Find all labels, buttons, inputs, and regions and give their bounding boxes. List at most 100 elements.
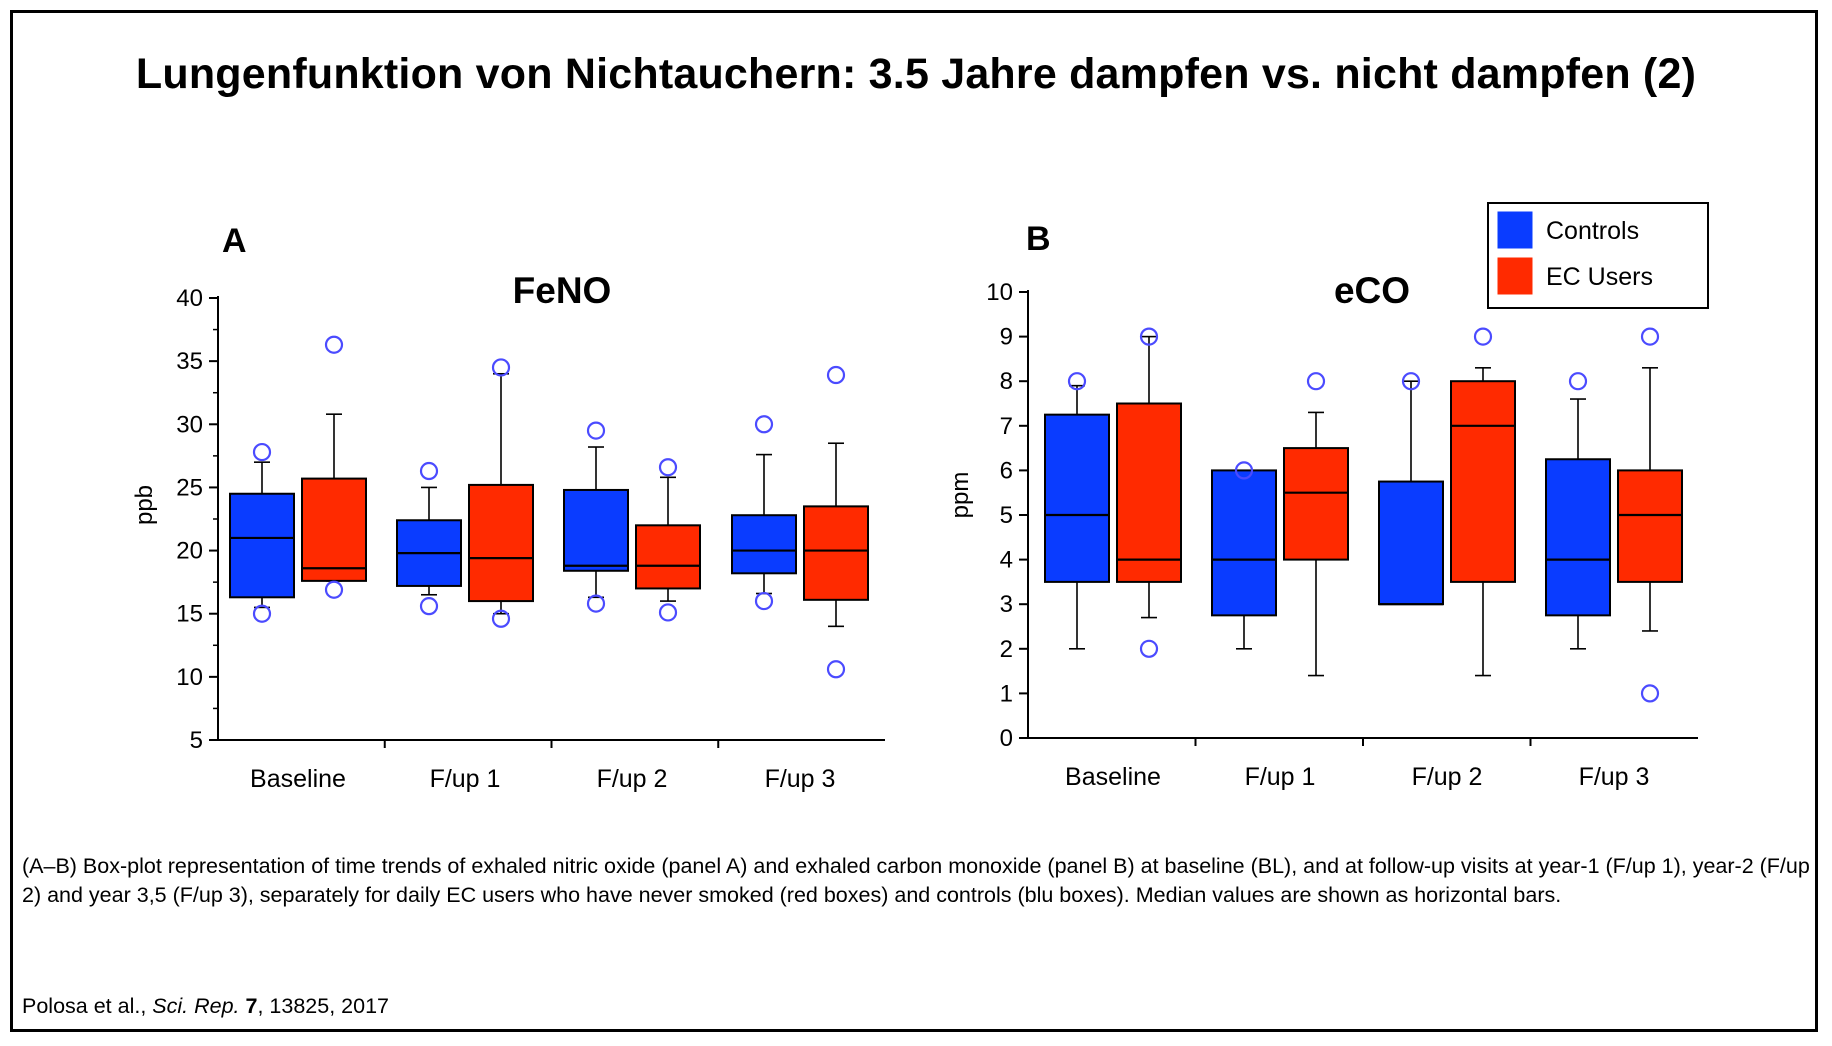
outlier-point — [1473, 327, 1493, 346]
legend-swatch — [1497, 257, 1533, 295]
figure-caption: (A–B) Box-plot representation of time tr… — [22, 854, 1810, 907]
slide-title: Lungenfunktion von Nichtauchern: 3.5 Jah… — [135, 50, 1697, 98]
box-controls-3 — [1378, 372, 1444, 606]
outlier-point — [826, 660, 846, 679]
y-tick-label: 30 — [176, 411, 203, 438]
box-controls-2 — [1211, 461, 1277, 650]
y-tick-label: 40 — [176, 285, 203, 312]
box-iqr — [1545, 458, 1611, 617]
x-tick-label: F/up 3 — [765, 765, 836, 793]
box-ec-users-3 — [635, 458, 701, 622]
box-iqr — [301, 477, 367, 582]
y-tick-label: 1 — [1000, 680, 1013, 707]
box-iqr — [229, 492, 295, 599]
y-tick-label: 9 — [1000, 324, 1013, 351]
panel-letter: B — [1026, 220, 1051, 258]
y-tick-label: 8 — [1000, 368, 1013, 395]
x-tick-label: F/up 1 — [430, 765, 501, 793]
outlier-point — [252, 442, 272, 462]
box-ec-users-2 — [1283, 372, 1349, 677]
box-ec-users-3 — [1450, 327, 1516, 677]
y-tick-label: 6 — [1000, 457, 1013, 484]
box-iqr — [1116, 402, 1182, 583]
box-controls-3 — [563, 421, 629, 613]
box-ec-users-4 — [1617, 327, 1683, 703]
y-tick-label: 2 — [1000, 636, 1013, 663]
box-controls-1 — [229, 442, 295, 623]
outlier-point — [826, 365, 846, 385]
y-tick-label: 10 — [176, 664, 203, 691]
citation-pages-year: , 13825, 2017 — [257, 994, 389, 1018]
legend-label: EC Users — [1546, 263, 1653, 291]
y-tick-label: 10 — [986, 279, 1013, 306]
x-tick-label: F/up 2 — [1412, 763, 1483, 791]
y-tick-label: 35 — [176, 348, 203, 375]
y-tick-label: 15 — [176, 601, 203, 628]
box-iqr — [635, 524, 701, 590]
citation-authors: Polosa et al., — [22, 994, 147, 1018]
outlier-point — [1401, 372, 1421, 391]
outlier-point — [658, 458, 678, 477]
box-ec-users-2 — [468, 358, 534, 628]
outlier-point — [658, 603, 678, 622]
outlier-point — [491, 358, 511, 377]
citation: Polosa et al., Sci. Rep. 7, 13825, 2017 — [22, 994, 389, 1019]
box-controls-4 — [1545, 372, 1611, 650]
box-iqr — [563, 488, 629, 572]
y-tick-label: 7 — [1000, 413, 1013, 440]
box-iqr — [1617, 469, 1683, 583]
x-tick-label: Baseline — [1065, 763, 1161, 791]
y-tick-label: 0 — [1000, 725, 1013, 752]
box-iqr — [731, 514, 797, 575]
box-controls-1 — [1044, 372, 1110, 650]
chart-title: eCO — [1334, 270, 1410, 311]
y-tick-label: 4 — [1000, 547, 1013, 574]
outlier-point — [419, 597, 439, 616]
outlier-point — [324, 335, 344, 354]
box-iqr — [1044, 413, 1110, 583]
y-axis-label: ppb — [131, 485, 158, 525]
box-controls-4 — [731, 415, 797, 611]
outlier-point — [1139, 327, 1159, 346]
outlier-point — [754, 415, 774, 434]
box-iqr — [468, 483, 534, 603]
box-iqr — [1211, 469, 1277, 617]
chart-title: FeNO — [513, 270, 612, 311]
outlier-point — [1139, 639, 1159, 658]
y-tick-label: 20 — [176, 538, 203, 565]
outlier-point — [324, 580, 344, 599]
legend-swatch — [1497, 211, 1533, 249]
outlier-point — [1640, 684, 1660, 703]
box-iqr — [1450, 380, 1516, 583]
x-tick-label: Baseline — [250, 765, 346, 793]
chart-legend: Controls EC Users — [1487, 202, 1709, 309]
outlier-point — [1640, 327, 1660, 346]
box-ec-users-1 — [301, 335, 367, 599]
y-tick-label: 25 — [176, 474, 203, 501]
box-iqr — [1378, 480, 1444, 606]
outlier-point — [1568, 372, 1588, 391]
box-iqr — [803, 505, 869, 601]
citation-journal: Sci. Rep. — [152, 994, 240, 1018]
x-tick-label: F/up 2 — [597, 765, 668, 793]
box-controls-2 — [396, 461, 462, 616]
slide-frame — [10, 10, 1818, 1032]
outlier-point — [586, 594, 606, 613]
y-axis-label: ppm — [947, 472, 974, 519]
outlier-point — [1234, 461, 1254, 480]
outlier-point — [491, 609, 511, 628]
outlier-point — [1306, 372, 1326, 391]
outlier-point — [754, 591, 774, 611]
box-ec-users-4 — [803, 365, 869, 679]
outlier-point — [1067, 372, 1087, 391]
box-ec-users-1 — [1116, 327, 1182, 658]
box-iqr — [1283, 447, 1349, 561]
outlier-point — [586, 421, 606, 440]
panel-letter: A — [222, 222, 247, 260]
x-tick-label: F/up 3 — [1579, 763, 1650, 791]
outlier-point — [419, 461, 439, 481]
y-tick-label: 5 — [190, 727, 203, 754]
y-tick-label: 5 — [1000, 502, 1013, 529]
chart-panel-a: A FeNO ppb 5 10 15 20 25 30 35 40 Baseline F/up 1 F/u… — [131, 222, 885, 793]
